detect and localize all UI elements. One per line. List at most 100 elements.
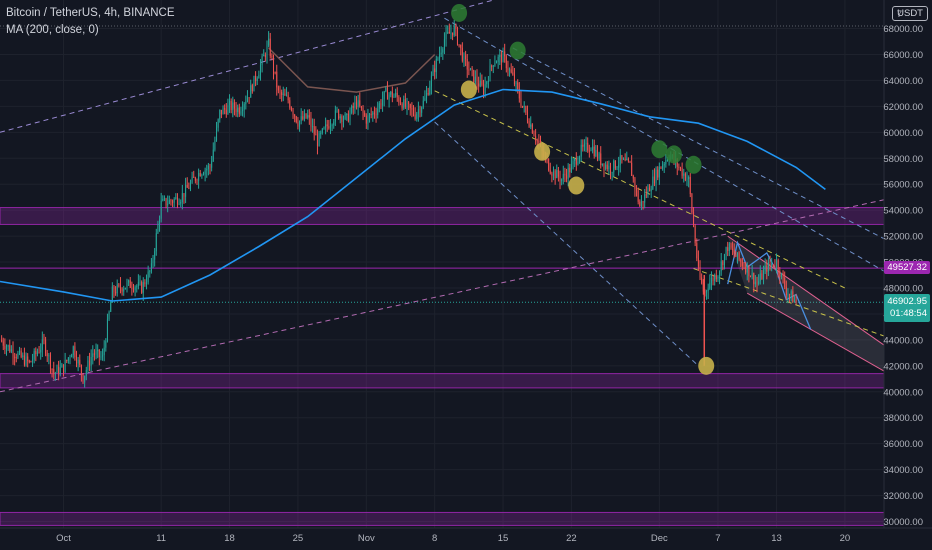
candle-body <box>312 126 314 128</box>
rounded-top-arc <box>268 47 436 93</box>
candle-body <box>479 80 481 87</box>
time-axis[interactable]: Oct 11 18 25 Nov 8 15 22 Dec 7 13 20 <box>0 527 932 550</box>
candle-body <box>119 284 121 289</box>
candle-body <box>746 265 748 273</box>
price-zone <box>0 373 885 389</box>
candle-body <box>17 353 19 358</box>
candle-body <box>473 69 475 83</box>
candle-body <box>46 353 48 357</box>
candle-body <box>100 356 102 358</box>
y-tick-label: 66000.00 <box>883 50 923 61</box>
candle-body <box>611 172 613 174</box>
candle-body <box>745 267 747 273</box>
candle-body <box>216 127 218 141</box>
bar-countdown: 01:48:54 <box>890 308 927 320</box>
indicator-label[interactable]: MA (200, close, 0) <box>6 24 99 36</box>
candle-body <box>710 277 712 283</box>
candle-body <box>194 177 196 181</box>
candle-body <box>51 368 53 370</box>
price-axis[interactable]: 30000.00 32000.00 34000.00 36000.00 38000.00… <box>883 0 932 550</box>
candle-body <box>489 65 491 81</box>
candle-body <box>609 165 612 174</box>
bottom-marker-circle <box>534 142 551 161</box>
candle-body <box>471 68 473 70</box>
candle-body <box>740 259 742 262</box>
symbol-title[interactable]: Bitcoin / TetherUS, 4h, BINANCE <box>6 7 175 19</box>
candle-body <box>719 271 721 277</box>
candle-body <box>331 125 333 127</box>
candle-body <box>183 193 185 197</box>
candle-body <box>111 286 113 303</box>
candle-body <box>347 113 349 122</box>
candle-body <box>518 89 520 99</box>
candle-body <box>567 167 569 179</box>
candle-body <box>97 349 99 352</box>
top-marker-circle <box>665 145 682 164</box>
x-tick-label: 7 <box>715 533 720 544</box>
candle-body <box>289 100 291 108</box>
candle-body <box>437 58 439 60</box>
currency-badge[interactable]: USDT <box>892 6 928 21</box>
candle-body <box>528 121 530 127</box>
candle-body <box>583 143 585 147</box>
candle-body <box>375 114 377 116</box>
candle-body <box>466 59 468 70</box>
candle-body <box>789 294 791 296</box>
candle-body <box>469 68 471 71</box>
candle-body <box>691 194 693 212</box>
candle-body <box>386 87 388 100</box>
candle-body <box>372 112 374 115</box>
y-tick-label: 42000.00 <box>883 361 923 372</box>
candle-body <box>759 273 761 282</box>
bottom-marker-circle <box>568 176 585 195</box>
x-tick-label: 20 <box>840 533 851 544</box>
candle-body <box>367 115 369 124</box>
candle-body <box>325 124 327 128</box>
candle-body <box>132 288 135 291</box>
candle-body <box>649 187 651 192</box>
candle-body <box>660 166 662 169</box>
candle-body <box>496 62 498 64</box>
candle-body <box>637 190 639 202</box>
candle-body <box>82 374 84 383</box>
x-tick-label: Nov <box>358 533 375 544</box>
candle-body <box>585 142 587 144</box>
grid <box>0 0 884 528</box>
candle-body <box>71 355 73 358</box>
candle-body <box>250 85 252 98</box>
candle-body <box>6 346 8 350</box>
candle-body <box>334 110 336 122</box>
candle-body <box>395 92 397 96</box>
candle-body <box>616 167 618 169</box>
candle-body <box>780 273 782 277</box>
candle-body <box>154 251 156 260</box>
candle-body <box>321 128 323 133</box>
candle-body <box>147 271 149 283</box>
candle-body <box>79 359 81 366</box>
candle-body <box>209 165 211 168</box>
ma-200-line <box>0 88 826 302</box>
candle-body <box>12 349 14 357</box>
candle-body <box>517 82 519 90</box>
candle-body <box>601 163 603 165</box>
trend-lines <box>0 0 885 393</box>
candle-body <box>196 180 198 182</box>
candle-body <box>723 254 725 266</box>
candle-body <box>54 372 56 375</box>
candle-body <box>455 25 457 29</box>
candle-body <box>761 273 763 280</box>
candle-body <box>176 197 178 205</box>
candle-body <box>738 252 740 260</box>
candle-body <box>129 280 131 288</box>
candle-body <box>500 54 502 63</box>
candle-body <box>310 117 312 127</box>
candle-body <box>346 113 348 115</box>
candle-body <box>689 177 691 195</box>
candle-body <box>388 94 390 100</box>
candle-body <box>155 233 157 252</box>
candle-body <box>422 100 424 108</box>
candle-body <box>102 355 104 357</box>
candle-body <box>380 103 382 106</box>
candle-body <box>172 201 174 203</box>
